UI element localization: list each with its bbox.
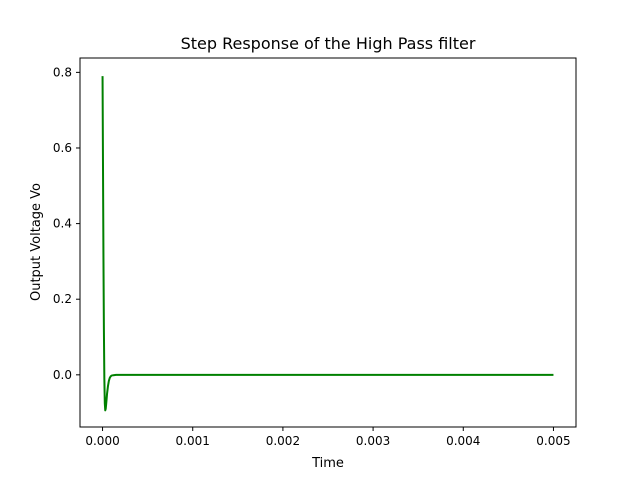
y-tick-label: 0.2: [53, 292, 72, 306]
y-tick-label: 0.0: [53, 368, 72, 382]
series-line: [101, 76, 554, 412]
x-tick-label: 0.001: [176, 434, 210, 448]
x-tick-label: 0.004: [446, 434, 480, 448]
plot-background: [80, 58, 576, 427]
x-axis-label: Time: [311, 456, 344, 471]
x-tick-label: 0.005: [536, 434, 570, 448]
chart-title: Step Response of the High Pass filter: [181, 34, 476, 53]
x-tick-label: 0.003: [356, 434, 390, 448]
plot-frame: [79, 57, 577, 428]
x-tick-label: 0.002: [266, 434, 300, 448]
y-tick-label: 0.6: [53, 141, 72, 155]
y-tick-label: 0.8: [53, 65, 72, 79]
y-tick-label: 0.4: [53, 217, 72, 231]
y-axis-label: Output Voltage Vo: [29, 183, 44, 301]
x-tick-label: 0.000: [85, 434, 119, 448]
